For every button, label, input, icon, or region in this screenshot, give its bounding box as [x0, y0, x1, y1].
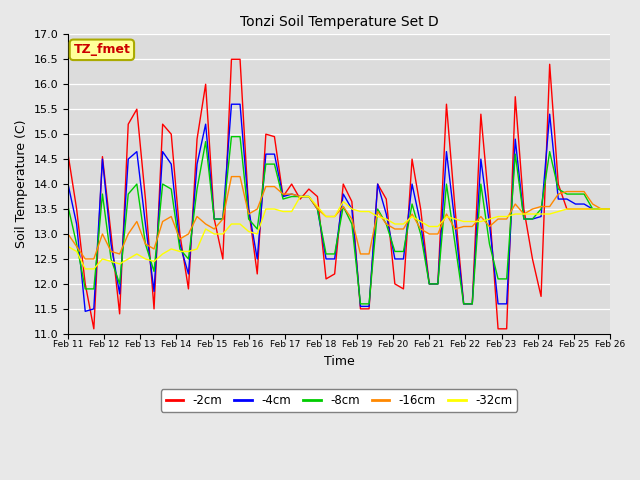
-16cm: [228, 174, 236, 180]
-4cm: [141, 221, 149, 227]
-16cm: [606, 206, 614, 212]
-32cm: [383, 216, 390, 222]
-4cm: [305, 193, 313, 199]
-16cm: [383, 221, 390, 227]
-8cm: [296, 193, 304, 199]
-8cm: [606, 206, 614, 212]
-2cm: [606, 206, 614, 212]
Line: -2cm: -2cm: [68, 60, 610, 329]
-8cm: [339, 204, 347, 209]
-4cm: [64, 181, 72, 187]
-16cm: [434, 231, 442, 237]
-16cm: [81, 256, 89, 262]
-8cm: [434, 281, 442, 287]
-16cm: [348, 216, 356, 222]
-8cm: [228, 134, 236, 140]
-32cm: [296, 193, 304, 199]
Line: -16cm: -16cm: [68, 177, 610, 259]
-32cm: [81, 266, 89, 272]
-2cm: [141, 196, 149, 202]
-16cm: [305, 193, 313, 199]
X-axis label: Time: Time: [324, 355, 355, 368]
-32cm: [606, 206, 614, 212]
-8cm: [426, 281, 433, 287]
-2cm: [348, 199, 356, 204]
Legend: -2cm, -4cm, -8cm, -16cm, -32cm: -2cm, -4cm, -8cm, -16cm, -32cm: [161, 389, 517, 412]
-32cm: [64, 243, 72, 249]
-2cm: [426, 281, 433, 287]
-4cm: [434, 281, 442, 287]
Title: Tonzi Soil Temperature Set D: Tonzi Soil Temperature Set D: [239, 15, 438, 29]
-32cm: [434, 224, 442, 229]
-8cm: [133, 181, 141, 187]
-2cm: [383, 196, 390, 202]
-32cm: [141, 256, 149, 262]
Line: -8cm: -8cm: [68, 137, 610, 304]
-16cm: [64, 231, 72, 237]
-16cm: [141, 241, 149, 247]
-2cm: [228, 57, 236, 62]
-4cm: [426, 281, 433, 287]
-32cm: [348, 206, 356, 212]
-2cm: [90, 326, 98, 332]
-8cm: [383, 221, 390, 227]
Line: -32cm: -32cm: [68, 196, 610, 269]
-4cm: [383, 211, 390, 217]
-4cm: [606, 206, 614, 212]
-32cm: [426, 224, 433, 229]
-16cm: [426, 231, 433, 237]
-8cm: [64, 204, 72, 209]
-4cm: [81, 309, 89, 314]
Text: TZ_fmet: TZ_fmet: [74, 43, 131, 56]
-2cm: [434, 281, 442, 287]
-32cm: [305, 193, 313, 199]
Line: -4cm: -4cm: [68, 104, 610, 312]
-8cm: [356, 301, 364, 307]
Y-axis label: Soil Temperature (C): Soil Temperature (C): [15, 120, 28, 248]
-4cm: [228, 101, 236, 107]
-4cm: [348, 206, 356, 212]
-2cm: [305, 186, 313, 192]
-2cm: [64, 151, 72, 157]
